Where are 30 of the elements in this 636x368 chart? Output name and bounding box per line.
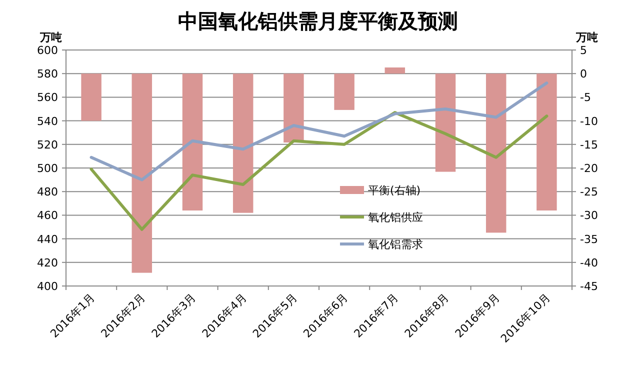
y2-tick-label: -25 [580,186,598,199]
y2-tick-label: -45 [580,280,598,293]
legend-label: 平衡(右轴) [368,184,421,197]
legend-label: 氧化铝供应 [368,211,423,224]
y-tick-label: 420 [37,256,58,270]
y-tick-label: 500 [37,162,58,175]
y-axis-title: 万吨 [39,31,62,44]
y2-tick-label: -20 [580,162,598,175]
y2-tick-label: -15 [580,138,598,152]
line-series [90,82,548,182]
y-tick-label: 560 [37,91,58,104]
line-series [90,111,548,231]
y2-axis-title: 万吨 [575,31,598,44]
chart-title: 中国氧化铝供需月度平衡及预测 [178,9,458,33]
y-tick-label: 580 [37,68,58,81]
y-tick-label: 600 [37,44,58,57]
y2-tick-label: -40 [580,256,598,270]
y2-tick-label: -35 [580,232,598,246]
y-tick-label: 520 [37,138,58,152]
y-tick-label: 460 [37,209,58,222]
y-tick-label: 540 [37,114,58,128]
y-tick-label: 400 [37,280,58,293]
y2-tick-label: 0 [580,68,587,81]
legend-label: 氧化铝需求 [368,238,423,251]
y-tick-label: 440 [37,232,58,246]
y-tick-label: 480 [37,186,58,199]
y2-tick-label: 5 [580,44,587,57]
y2-tick-label: -5 [580,91,591,104]
y2-tick-label: -10 [580,114,598,128]
y2-tick-label: -30 [580,209,598,222]
